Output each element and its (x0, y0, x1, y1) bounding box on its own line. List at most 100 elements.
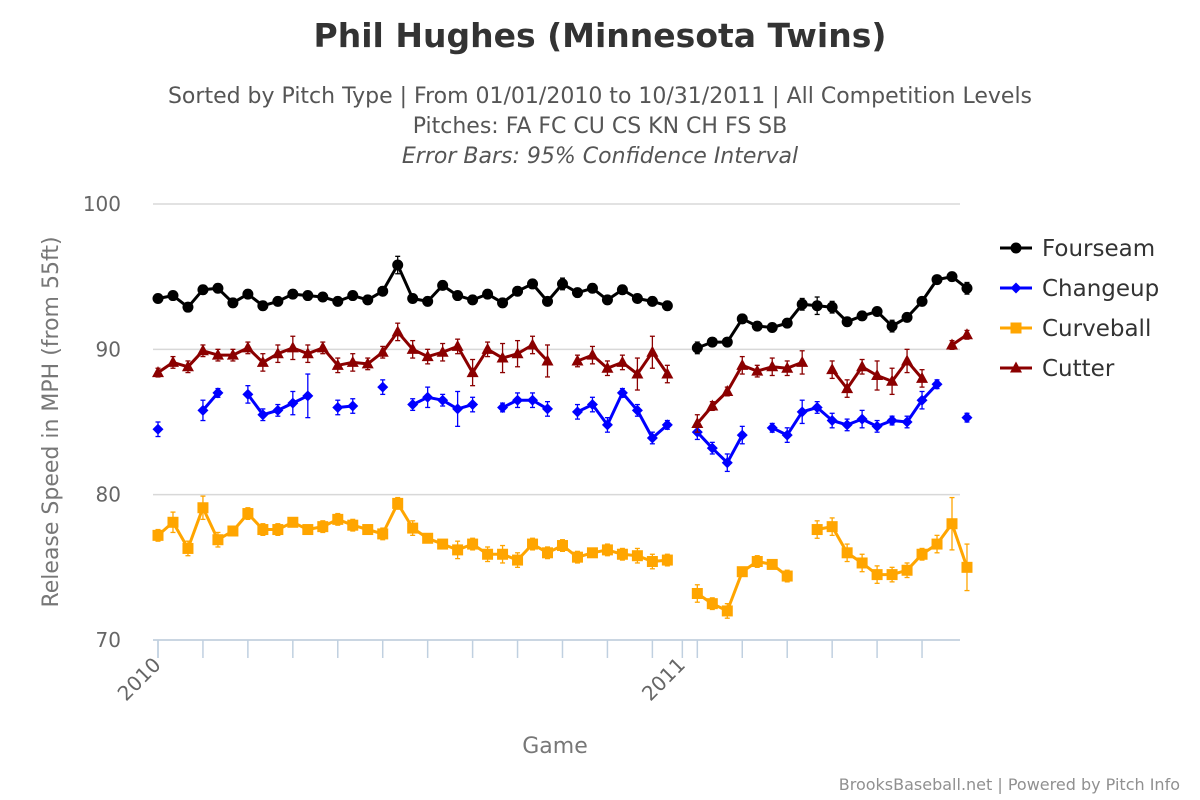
curveball-point[interactable] (422, 532, 434, 544)
fourseam-point[interactable] (691, 342, 703, 354)
cutter-point[interactable] (226, 348, 239, 360)
fourseam-point[interactable] (871, 306, 883, 318)
fourseam-point[interactable] (437, 279, 449, 291)
fourseam-point[interactable] (826, 301, 838, 313)
curveball-point[interactable] (766, 558, 778, 570)
changeup-point[interactable] (407, 399, 419, 411)
fourseam-point[interactable] (766, 322, 778, 334)
changeup-point[interactable] (571, 406, 583, 418)
fourseam-point[interactable] (527, 278, 539, 290)
fourseam-point[interactable] (377, 285, 389, 297)
cutter-point[interactable] (301, 347, 314, 359)
fourseam-point[interactable] (856, 310, 868, 322)
fourseam-point[interactable] (242, 288, 254, 300)
changeup-point[interactable] (332, 401, 344, 413)
changeup-point[interactable] (901, 416, 913, 428)
fourseam-point[interactable] (332, 295, 344, 307)
legend-item-fourseam[interactable]: Fourseam (1000, 236, 1155, 262)
cutter-point[interactable] (691, 416, 704, 428)
curveball-point[interactable] (467, 538, 479, 550)
cutter-point[interactable] (571, 354, 584, 366)
cutter-point[interactable] (631, 367, 644, 379)
fourseam-point[interactable] (422, 295, 434, 307)
cutter-point[interactable] (706, 399, 719, 411)
changeup-point[interactable] (152, 423, 164, 435)
curveball-point[interactable] (182, 542, 194, 554)
fourseam-point[interactable] (556, 278, 568, 290)
fourseam-point[interactable] (646, 295, 658, 307)
fourseam-point[interactable] (482, 288, 494, 300)
fourseam-point[interactable] (287, 288, 299, 300)
fourseam-point[interactable] (197, 284, 209, 296)
changeup-point[interactable] (272, 404, 284, 416)
fourseam-point[interactable] (212, 282, 224, 294)
cutter-point[interactable] (451, 339, 464, 351)
curveball-point[interactable] (257, 524, 269, 536)
cutter-point[interactable] (796, 355, 809, 367)
cutter-point[interactable] (391, 325, 404, 337)
curveball-point[interactable] (377, 528, 389, 540)
cutter-point[interactable] (436, 345, 449, 357)
changeup-point[interactable] (856, 413, 868, 425)
curveball-point[interactable] (152, 529, 164, 541)
cutter-point[interactable] (916, 371, 929, 383)
curveball-point[interactable] (781, 570, 793, 582)
curveball-point[interactable] (272, 524, 284, 536)
changeup-point[interactable] (661, 419, 673, 431)
cutter-point[interactable] (736, 358, 749, 370)
fourseam-point[interactable] (661, 300, 673, 312)
curveball-point[interactable] (946, 518, 958, 530)
legend-item-changeup[interactable]: Changeup (1000, 276, 1159, 302)
curveball-point[interactable] (482, 548, 494, 560)
cutter-point[interactable] (661, 367, 674, 379)
curveball-point[interactable] (527, 538, 539, 550)
changeup-point[interactable] (796, 406, 808, 418)
cutter-point[interactable] (646, 345, 659, 357)
curveball-point[interactable] (392, 497, 404, 509)
fourseam-point[interactable] (362, 294, 374, 306)
curveball-point[interactable] (841, 547, 853, 559)
curveball-point[interactable] (227, 525, 239, 537)
cutter-point[interactable] (856, 360, 869, 372)
fourseam-point[interactable] (631, 292, 643, 304)
fourseam-point[interactable] (272, 295, 284, 307)
cutter-point[interactable] (586, 348, 599, 360)
legend[interactable]: Fourseam Changeup Curveball Cutter (1000, 236, 1159, 382)
changeup-point[interactable] (706, 442, 718, 454)
fourseam-point[interactable] (751, 320, 763, 332)
changeup-point[interactable] (377, 381, 389, 393)
changeup-point[interactable] (766, 422, 778, 434)
curveball-point[interactable] (691, 587, 703, 599)
curveball-point[interactable] (407, 522, 419, 534)
curveball-point[interactable] (616, 548, 628, 560)
changeup-point[interactable] (721, 457, 733, 469)
changeup-point[interactable] (527, 394, 539, 406)
curveball-point[interactable] (542, 547, 554, 559)
cutter-point[interactable] (766, 360, 779, 372)
fourseam-point[interactable] (616, 284, 628, 296)
curveball-point[interactable] (856, 557, 868, 569)
fourseam-point[interactable] (542, 295, 554, 307)
fourseam-point[interactable] (497, 297, 509, 309)
fourseam-point[interactable] (901, 311, 913, 323)
cutter-point[interactable] (256, 355, 269, 367)
cutter-point[interactable] (316, 341, 329, 353)
curveball-point[interactable] (811, 524, 823, 536)
changeup-point[interactable] (736, 429, 748, 441)
fourseam-point[interactable] (452, 290, 464, 302)
curveball-point[interactable] (586, 547, 598, 559)
cutter-point[interactable] (841, 382, 854, 394)
changeup-point[interactable] (347, 400, 359, 412)
changeup-point[interactable] (871, 420, 883, 432)
curveball-point[interactable] (901, 564, 913, 576)
cutter-point[interactable] (406, 342, 419, 354)
fourseam-point[interactable] (781, 317, 793, 329)
fourseam-point[interactable] (931, 274, 943, 286)
cutter-point[interactable] (901, 354, 914, 366)
curveball-point[interactable] (871, 569, 883, 581)
cutter-point[interactable] (960, 328, 973, 340)
changeup-point[interactable] (497, 401, 509, 413)
changeup-point[interactable] (467, 399, 479, 411)
changeup-point[interactable] (646, 432, 658, 444)
credits-text[interactable]: BrooksBaseball.net | Powered by Pitch In… (839, 775, 1180, 794)
